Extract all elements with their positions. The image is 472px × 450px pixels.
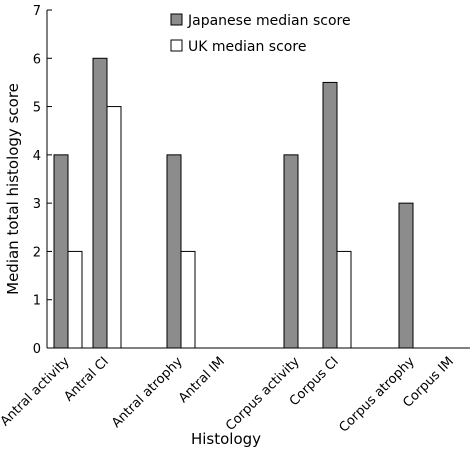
y-tick-label: 7 xyxy=(33,4,41,19)
legend-label: Japanese median score xyxy=(187,13,351,29)
uk-bar xyxy=(336,250,352,349)
legend-swatch xyxy=(170,13,183,26)
y-tick-label: 5 xyxy=(33,101,41,116)
y-axis-title: Median total histology score xyxy=(4,83,22,295)
y-tick-label: 6 xyxy=(33,52,41,67)
legend-label: UK median score xyxy=(188,39,306,55)
uk-bar xyxy=(67,250,83,349)
legend-swatch xyxy=(170,39,183,52)
japanese-bar xyxy=(283,154,299,349)
uk-bar xyxy=(180,250,196,349)
y-tick-label: 4 xyxy=(33,149,41,164)
x-tick-label: Antral IM xyxy=(176,354,228,406)
y-tick-label: 1 xyxy=(33,294,41,309)
japanese-bar xyxy=(53,154,69,349)
bars xyxy=(53,57,414,349)
uk-bar xyxy=(106,106,122,349)
japanese-bar xyxy=(92,57,108,349)
japanese-bar xyxy=(398,202,414,349)
japanese-bar xyxy=(322,81,338,349)
x-axis-title: Histology xyxy=(191,430,261,448)
x-tick-label: Antral atrophy xyxy=(109,354,186,431)
y-tick-label: 0 xyxy=(33,342,41,357)
x-tick-label: Antral activity xyxy=(0,354,73,429)
japanese-bar xyxy=(166,154,182,349)
y-ticks: 0 1 2 3 4 5 6 7 xyxy=(33,4,52,357)
legend: Japanese median score UK median score xyxy=(170,13,351,55)
y-tick-label: 2 xyxy=(33,245,41,260)
y-tick-label: 3 xyxy=(33,197,41,212)
